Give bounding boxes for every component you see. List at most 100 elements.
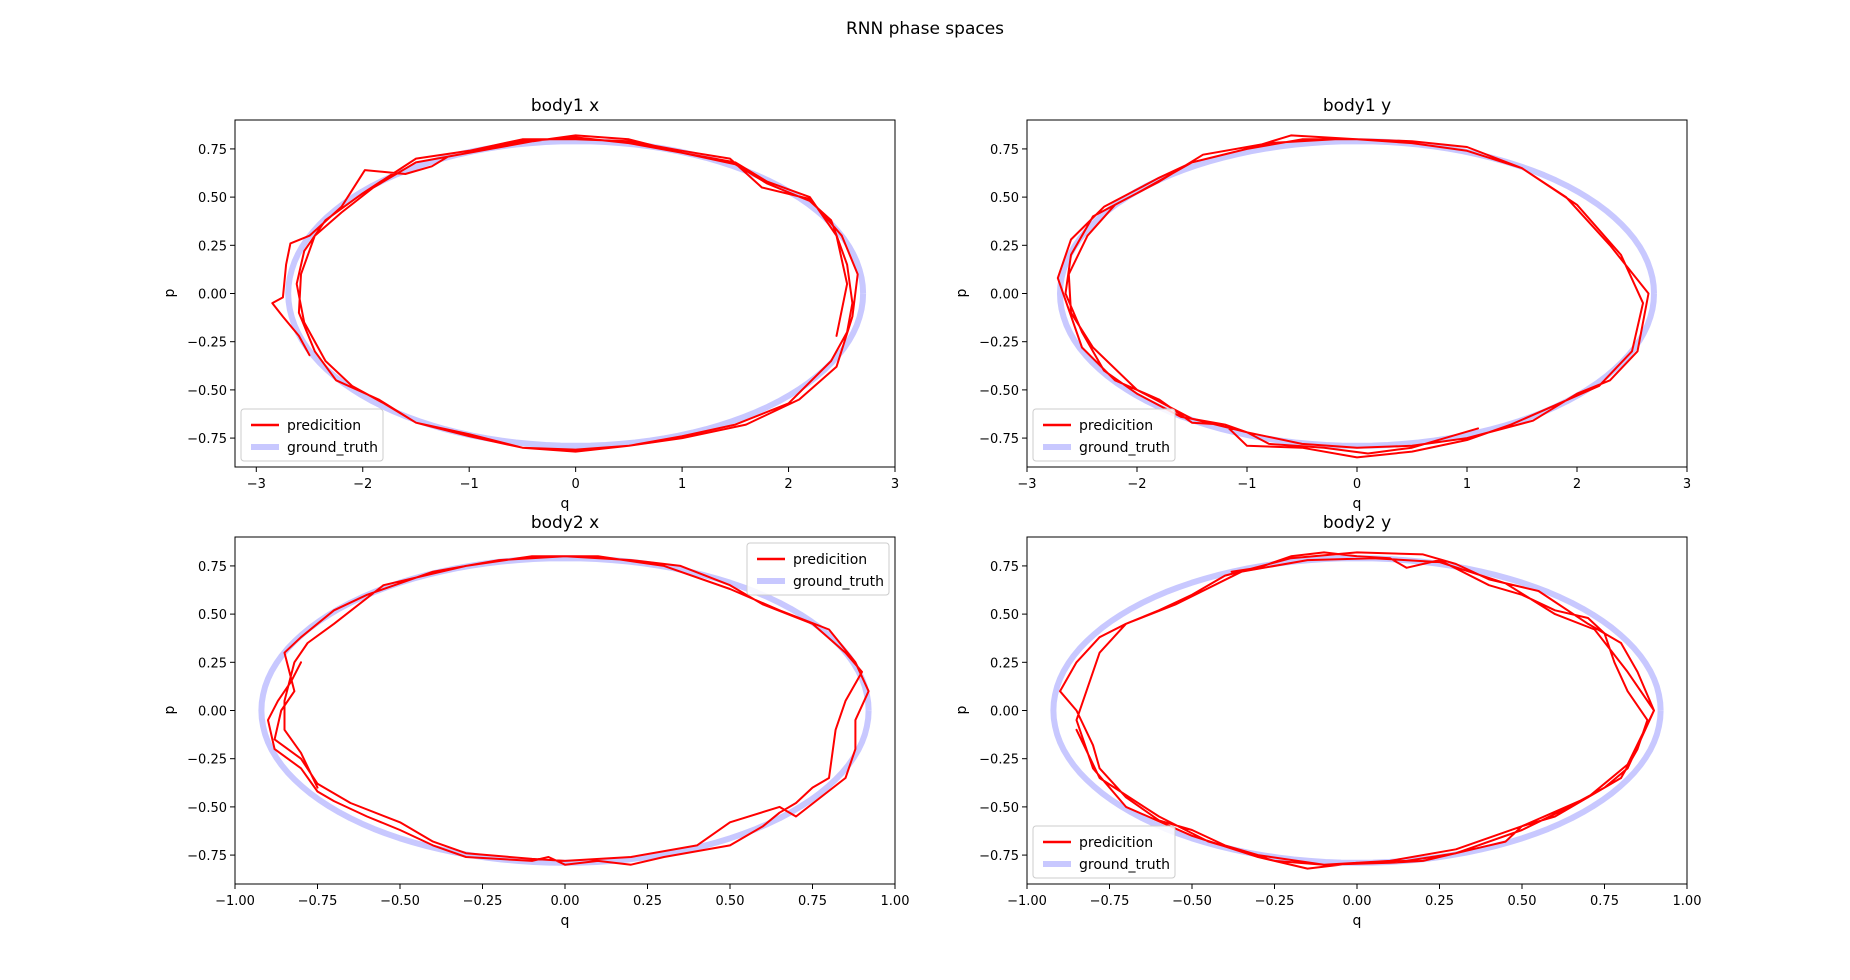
y-tick-label: −0.75 (187, 849, 227, 864)
subplot-body2-x: body2 x q p −1.00 −0.75 −0.50 −0.25 0.00 0.25… (162, 513, 909, 929)
y-tick-label: 0.00 (198, 705, 227, 720)
y-tick-label: 0.50 (198, 191, 227, 206)
y-tick-label: −0.50 (979, 384, 1019, 399)
legend-label: predicition (793, 552, 867, 568)
plot-area (258, 555, 872, 866)
x-axis-label: q (1353, 913, 1362, 929)
y-tick-label: −0.50 (979, 801, 1019, 816)
subplot-title: body2 x (531, 513, 599, 533)
y-tick-label: −0.75 (979, 432, 1019, 447)
plot-area (1056, 134, 1657, 459)
prediction-line (1056, 134, 1650, 459)
x-tick-label: 0.50 (716, 894, 745, 909)
y-tick-label: 0.25 (198, 656, 227, 671)
x-tick-label: −1.00 (215, 894, 255, 909)
y-tick-label: −0.50 (187, 384, 227, 399)
x-tick-label: 1 (678, 477, 686, 492)
x-tick-label: 3 (891, 477, 899, 492)
legend: predicition ground_truth (1032, 825, 1176, 879)
y-axis-label: p (954, 288, 970, 297)
x-tick-label: −0.75 (1090, 894, 1130, 909)
y-tick-label: −0.75 (187, 432, 227, 447)
y-tick-label: 0.50 (198, 608, 227, 623)
y-tick-label: 0.50 (990, 608, 1019, 623)
x-tick-label: −2 (1127, 477, 1146, 492)
x-tick-label: 0.75 (1590, 894, 1619, 909)
legend: predicition ground_truth (240, 408, 384, 462)
x-tick-label: −1 (1237, 477, 1256, 492)
x-axis-label: q (561, 496, 570, 512)
x-tick-label: 0.50 (1508, 894, 1537, 909)
prediction-line (267, 555, 870, 866)
y-tick-label: −0.25 (187, 753, 227, 768)
y-axis-label: p (954, 705, 970, 714)
x-tick-label: 0.25 (1425, 894, 1454, 909)
y-tick-label: −0.75 (979, 849, 1019, 864)
prediction-line (1059, 551, 1655, 870)
y-tick-label: 0.50 (990, 191, 1019, 206)
subplot-body1-y: body1 y q p −3 −2 −1 0 1 2 3 −0.75 −0.50 −0.25 0.0… (954, 96, 1691, 512)
subplot-body2-y: body2 y q p −1.00 −0.75 −0.50 −0.25 0.00 0.25… (954, 513, 1701, 929)
prediction-line (271, 134, 859, 453)
y-tick-label: 0.25 (198, 239, 227, 254)
y-tick-label: 0.00 (198, 288, 227, 303)
ground-truth-line (1050, 555, 1664, 866)
x-tick-label: −0.25 (1255, 894, 1295, 909)
x-tick-label: 3 (1683, 477, 1691, 492)
legend-label: predicition (1079, 418, 1153, 434)
x-tick-label: −0.50 (380, 894, 420, 909)
legend-label: ground_truth (1079, 440, 1170, 456)
x-tick-label: −3 (247, 477, 266, 492)
x-tick-label: 0.00 (1343, 894, 1372, 909)
x-tick-label: −3 (1017, 477, 1036, 492)
x-tick-label: 1.00 (881, 894, 910, 909)
y-tick-label: 0.75 (990, 143, 1019, 158)
x-axis-label: q (1353, 496, 1362, 512)
y-tick-label: 0.75 (990, 560, 1019, 575)
x-tick-label: −1 (460, 477, 479, 492)
y-tick-label: 0.75 (198, 560, 227, 575)
x-tick-label: 2 (784, 477, 792, 492)
y-axis-label: p (162, 288, 178, 297)
legend-label: predicition (287, 418, 361, 434)
x-tick-label: 0 (572, 477, 580, 492)
y-tick-label: −0.25 (979, 336, 1019, 351)
y-tick-label: −0.25 (979, 753, 1019, 768)
x-axis-label: q (561, 913, 570, 929)
plot-area (1050, 551, 1664, 870)
x-tick-label: 0.75 (798, 894, 827, 909)
x-tick-label: −2 (353, 477, 372, 492)
legend-label: predicition (1079, 835, 1153, 851)
x-tick-label: 0.00 (551, 894, 580, 909)
x-tick-label: −0.75 (298, 894, 338, 909)
x-tick-label: −1.00 (1007, 894, 1047, 909)
subplot-body1-x: body1 x q p −3 −2 −1 0 1 2 3 −0.75 −0.50 −0.25 0.0… (162, 96, 899, 512)
subplot-title: body1 x (531, 96, 599, 116)
x-tick-label: 1.00 (1673, 894, 1702, 909)
subplot-title: body1 y (1323, 96, 1391, 116)
legend-label: ground_truth (793, 574, 884, 590)
figure-suptitle: RNN phase spaces (846, 19, 1004, 39)
legend: predicition ground_truth (1032, 408, 1176, 462)
y-tick-label: 0.25 (990, 656, 1019, 671)
y-tick-label: 0.00 (990, 288, 1019, 303)
x-tick-label: 0.25 (633, 894, 662, 909)
subplot-title: body2 y (1323, 513, 1391, 533)
x-tick-label: 2 (1573, 477, 1581, 492)
ground-truth-line (258, 555, 872, 866)
legend-label: ground_truth (287, 440, 378, 456)
y-axis-label: p (162, 705, 178, 714)
y-tick-label: 0.75 (198, 143, 227, 158)
legend: predicition ground_truth (746, 542, 890, 596)
x-tick-label: −0.50 (1172, 894, 1212, 909)
y-tick-label: −0.50 (187, 801, 227, 816)
x-tick-label: 1 (1463, 477, 1471, 492)
x-tick-label: 0 (1353, 477, 1361, 492)
plot-area (271, 134, 867, 453)
x-tick-label: −0.25 (463, 894, 503, 909)
y-tick-label: 0.00 (990, 705, 1019, 720)
legend-label: ground_truth (1079, 857, 1170, 873)
y-tick-label: −0.25 (187, 336, 227, 351)
y-tick-label: 0.25 (990, 239, 1019, 254)
